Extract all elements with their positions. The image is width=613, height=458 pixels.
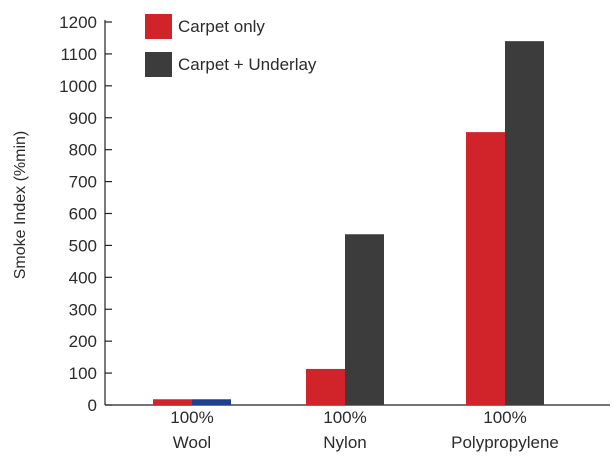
y-tick-label: 1200: [59, 13, 97, 32]
bar-carpet-underlay-wool: [192, 399, 231, 405]
x-tick-label-line2: Nylon: [323, 433, 366, 452]
y-tick-label: 100: [69, 364, 97, 383]
y-tick-label: 200: [69, 332, 97, 351]
y-tick-label: 1000: [59, 77, 97, 96]
bar-carpet-only-polypropylene: [466, 132, 505, 406]
y-tick-label: 1100: [60, 45, 97, 64]
x-tick-label-line1: 100%: [323, 408, 366, 427]
y-axis-title: Smoke Index (%min): [12, 131, 29, 280]
y-tick-label: 0: [88, 396, 97, 415]
bars: [153, 41, 544, 406]
bar-carpet-only-wool: [153, 399, 192, 405]
legend-label: Carpet only: [178, 17, 265, 36]
x-tick-label-line1: 100%: [170, 408, 213, 427]
bar-carpet-underlay-nylon: [345, 234, 384, 405]
y-tick-label: 300: [69, 300, 97, 319]
bar-carpet-underlay-polypropylene: [505, 41, 544, 406]
y-tick-label: 600: [69, 205, 97, 224]
x-tick-label-line1: 100%: [483, 408, 526, 427]
legend-swatch: [145, 52, 172, 77]
y-tick-label: 900: [69, 109, 97, 128]
legend-label: Carpet + Underlay: [178, 55, 317, 74]
legend-swatch: [145, 14, 172, 39]
bar-carpet-only-nylon: [306, 368, 345, 405]
y-tick-label: 700: [69, 173, 97, 192]
category-labels: 100% Wool 100% Nylon 100% Polypropylene: [170, 408, 559, 452]
legend: Carpet only Carpet + Underlay: [145, 14, 317, 77]
y-tick-label: 400: [69, 268, 97, 287]
y-tick-label: 500: [69, 236, 97, 255]
y-tick-label: 800: [69, 141, 97, 160]
y-axis: 0 100 200 300 400 500 600 700 800 900 1000 1100 1200: [59, 13, 112, 415]
x-tick-label-line2: Wool: [173, 433, 211, 452]
x-tick-label-line2: Polypropylene: [451, 433, 559, 452]
